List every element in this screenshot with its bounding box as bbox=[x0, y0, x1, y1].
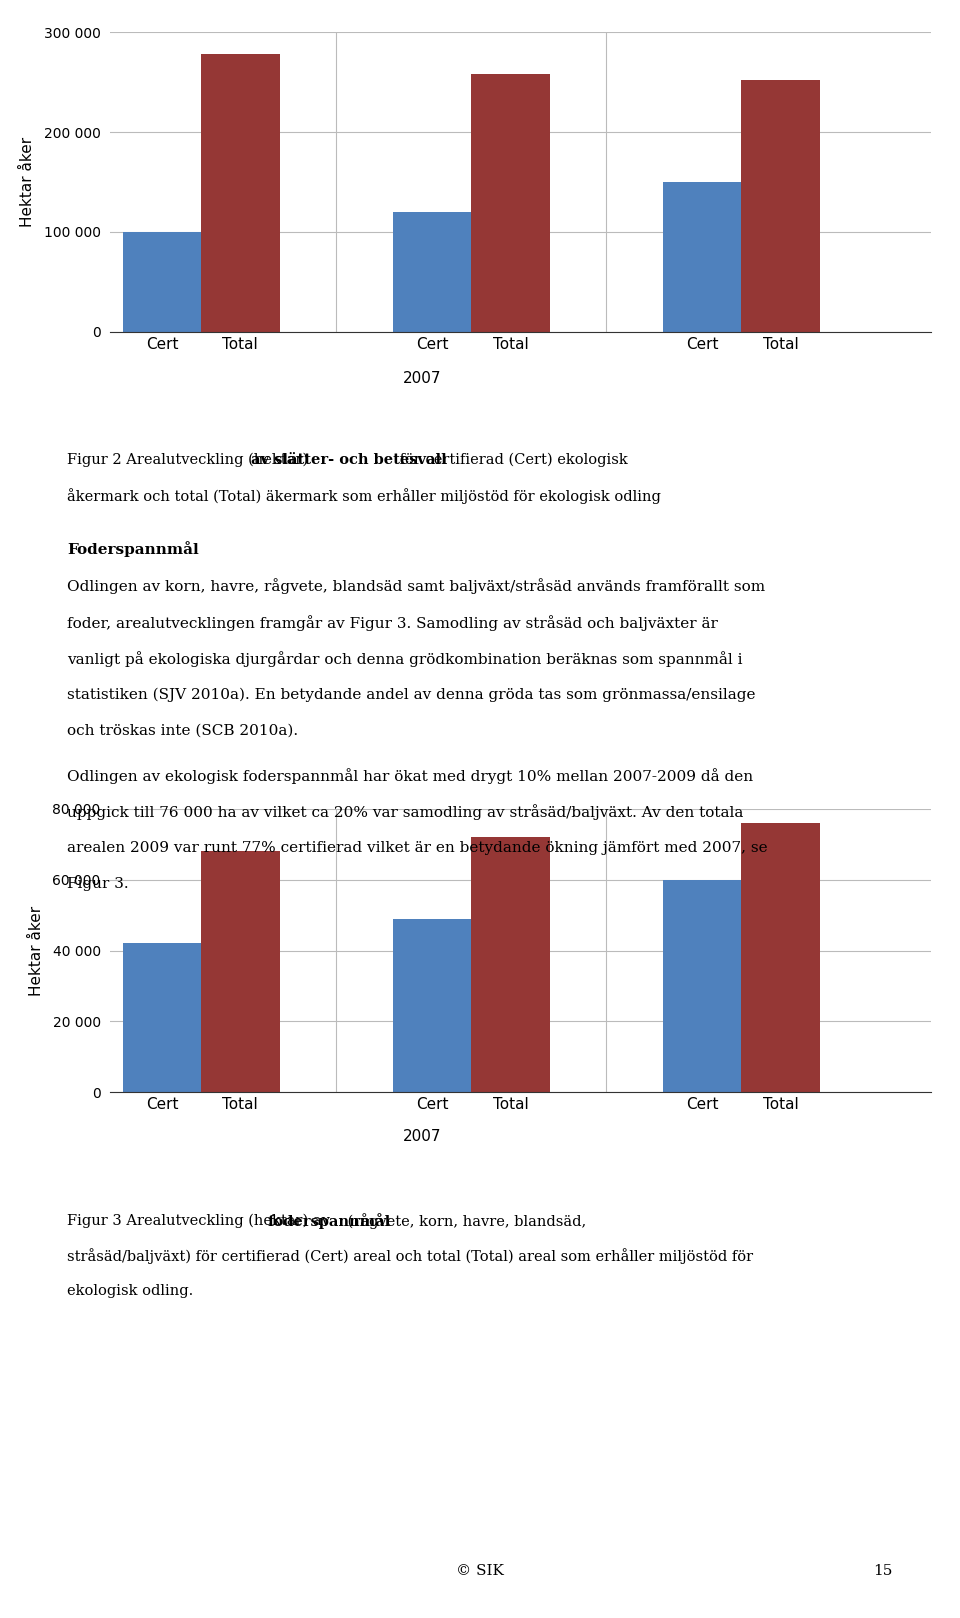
Text: foder, arealutvecklingen framgår av Figur 3. Samodling av stråsäd och baljväxter: foder, arealutvecklingen framgår av Figu… bbox=[67, 615, 718, 631]
Y-axis label: Hektar åker: Hektar åker bbox=[20, 138, 36, 227]
Text: (rågvete, korn, havre, blandsäd,: (rågvete, korn, havre, blandsäd, bbox=[343, 1214, 586, 1230]
Text: statistiken (SJV 2010a). En betydande andel av denna gröda tas som grönmassa/ens: statistiken (SJV 2010a). En betydande an… bbox=[67, 688, 756, 702]
Text: Figur 2 Arealutveckling (hektar): Figur 2 Arealutveckling (hektar) bbox=[67, 453, 313, 468]
Bar bbox=[471, 74, 550, 332]
Text: vanligt på ekologiska djurgårdar och denna grödkombination beräknas som spannmål: vanligt på ekologiska djurgårdar och den… bbox=[67, 650, 743, 667]
Bar bbox=[663, 183, 741, 332]
Bar bbox=[471, 838, 550, 1092]
Text: arealen 2009 var runt 77% certifierad vilket är en betydande ökning jämfört med : arealen 2009 var runt 77% certifierad vi… bbox=[67, 840, 768, 854]
Text: Figur 3 Arealutveckling (hektar) av: Figur 3 Arealutveckling (hektar) av bbox=[67, 1214, 335, 1228]
Bar bbox=[123, 231, 202, 332]
Text: foderspannmål: foderspannmål bbox=[268, 1214, 391, 1230]
Text: 15: 15 bbox=[874, 1563, 893, 1578]
Text: av slätter- och betesvall: av slätter- och betesvall bbox=[251, 453, 446, 468]
Text: 2007: 2007 bbox=[403, 1129, 442, 1144]
Bar bbox=[663, 880, 741, 1092]
Bar bbox=[393, 212, 471, 332]
Y-axis label: Hektar åker: Hektar åker bbox=[29, 906, 44, 995]
Text: 2007: 2007 bbox=[403, 371, 442, 385]
Bar bbox=[741, 824, 820, 1092]
Text: stråsäd/baljväxt) för certifierad (Cert) areal och total (Total) areal som erhål: stråsäd/baljväxt) för certifierad (Cert)… bbox=[67, 1249, 754, 1265]
Bar bbox=[202, 55, 279, 332]
Text: ekologisk odling.: ekologisk odling. bbox=[67, 1283, 194, 1298]
Text: Odlingen av korn, havre, rågvete, blandsäd samt baljväxt/stråsäd används framför: Odlingen av korn, havre, rågvete, blands… bbox=[67, 579, 765, 594]
Bar bbox=[741, 81, 820, 332]
Text: åkermark och total (Total) äkermark som erhåller miljöstöd för ekologisk odling: åkermark och total (Total) äkermark som … bbox=[67, 489, 661, 505]
Text: för certifierad (Cert) ekologisk: för certifierad (Cert) ekologisk bbox=[395, 453, 628, 468]
Text: uppgick till 76 000 ha av vilket ca 20% var samodling av stråsäd/baljväxt. Av de: uppgick till 76 000 ha av vilket ca 20% … bbox=[67, 804, 744, 820]
Text: Foderspannmål: Foderspannmål bbox=[67, 540, 199, 557]
Text: Odlingen av ekologisk foderspannmål har ökat med drygt 10% mellan 2007-2009 då d: Odlingen av ekologisk foderspannmål har … bbox=[67, 769, 754, 783]
Bar bbox=[123, 943, 202, 1092]
Text: © SIK: © SIK bbox=[456, 1563, 504, 1578]
Bar bbox=[202, 851, 279, 1092]
Text: och tröskas inte (SCB 2010a).: och tröskas inte (SCB 2010a). bbox=[67, 723, 299, 738]
Bar bbox=[393, 919, 471, 1092]
Text: Figur 3.: Figur 3. bbox=[67, 877, 129, 892]
